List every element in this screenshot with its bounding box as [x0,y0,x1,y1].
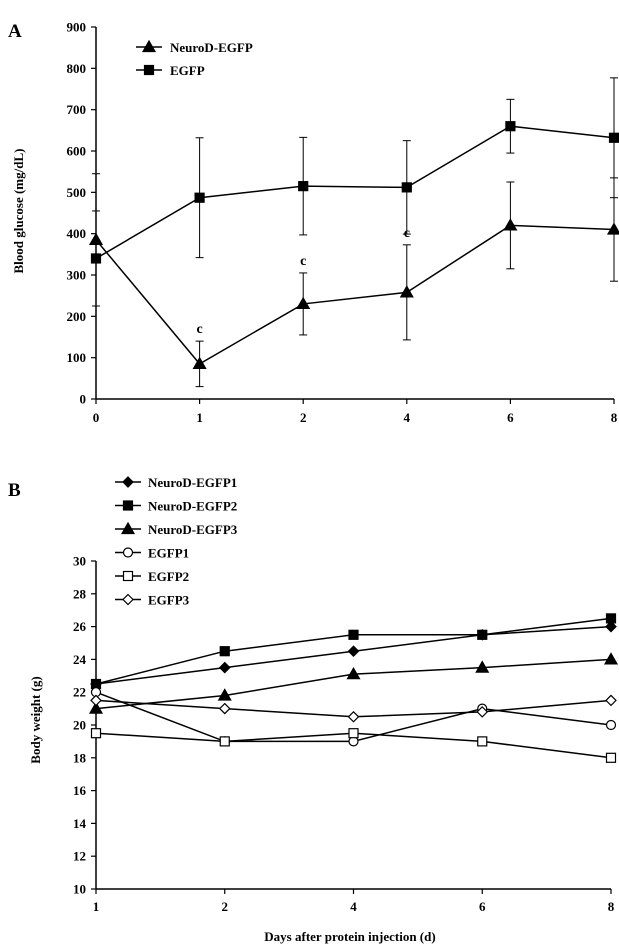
legend-marker [124,501,133,510]
panel-a-letter: A [8,21,22,42]
legend-label: EGFP [170,63,205,78]
y-tick-label: 26 [73,619,87,634]
y-tick-label: 900 [67,20,87,35]
data-point [195,193,204,202]
panel-b-legend: NeuroD-EGFP1 NeuroD-EGFP2 NeuroD-EGFP3 EGFP… [115,475,238,608]
data-point [349,729,358,738]
shared-xlabel: Days after protein injection (d) [264,929,435,944]
y-tick-label: 800 [67,61,87,76]
series-egfp [92,78,619,306]
x-tick-label: 2 [300,410,307,425]
legend-marker [123,477,133,487]
panel-a-series: c c c [90,78,619,387]
data-point [506,122,515,131]
data-point [299,182,308,191]
data-point [478,737,487,746]
legend-label: NeuroD-EGFP1 [148,475,237,490]
y-tick-label: 10 [73,882,86,897]
data-point [402,183,411,192]
data-point [220,663,230,673]
legend-label: EGFP2 [148,569,189,584]
legend-label: EGFP3 [148,593,190,608]
series-line [96,126,614,258]
series-line [96,225,614,363]
data-point [220,737,229,746]
data-point [607,753,616,762]
series-neurod-egfp3 [90,653,617,713]
x-tick-label: 6 [479,899,486,914]
y-tick-label: 0 [80,392,87,407]
x-tick-label: 0 [93,410,100,425]
x-tick-label: 1 [196,410,203,425]
data-point [92,254,101,263]
data-point [401,286,413,297]
legend-marker [145,66,154,75]
significance-label: c [300,254,306,269]
y-tick-label: 24 [73,652,87,667]
data-point [92,729,101,738]
legend-label: NeuroD-EGFP2 [148,499,237,514]
series-line [96,659,611,708]
data-point [607,614,616,623]
x-tick-label: 4 [404,410,411,425]
y-tick-label: 100 [67,350,87,365]
panel-b-letter: B [8,480,21,501]
legend-marker [124,572,133,581]
y-tick-label: 700 [67,102,87,117]
data-point [220,704,230,714]
panel-b-ylabel: Body weight (g) [28,676,43,763]
x-tick-label: 1 [93,899,100,914]
y-tick-label: 30 [73,554,86,569]
y-tick-label: 12 [73,849,86,864]
panel-a-ylabel: Blood glucose (mg/dL) [11,149,26,274]
x-tick-label: 8 [611,410,618,425]
panel-a-axes: 0 100 200 300 400 500 600 700 800 900 0 1 2 4 6 8 [67,20,618,426]
data-point [349,630,358,639]
y-tick-label: 14 [73,816,87,831]
data-point [349,646,359,656]
y-tick-label: 16 [73,783,87,798]
data-point [220,647,229,656]
x-tick-label: 4 [350,899,357,914]
data-point [606,695,616,705]
significance-label: c [404,226,410,241]
y-tick-label: 20 [73,718,86,733]
series-egfp3 [91,695,616,721]
y-tick-label: 18 [73,750,87,765]
y-tick-label: 400 [67,226,87,241]
legend-label: NeuroD-EGFP [170,40,253,55]
data-point [504,219,516,230]
y-tick-label: 500 [67,185,87,200]
significance-label: c [196,322,202,337]
panel-a-legend: NeuroD-EGFP EGFP [136,40,253,78]
legend-label: EGFP1 [148,546,189,561]
panel-b-series [90,614,617,762]
data-point [478,630,487,639]
x-tick-label: 8 [608,899,615,914]
data-point [605,653,617,664]
data-point [610,133,619,142]
y-tick-label: 28 [73,586,87,601]
y-tick-label: 600 [67,144,87,159]
x-tick-label: 2 [222,899,229,914]
legend-marker [124,548,133,557]
data-point [607,721,616,730]
y-tick-label: 200 [67,309,87,324]
legend-marker [123,595,133,605]
y-tick-label: 300 [67,268,87,283]
data-point [91,695,101,705]
x-tick-label: 6 [507,410,514,425]
data-point [349,712,359,722]
y-tick-label: 22 [73,685,86,700]
legend-label: NeuroD-EGFP3 [148,522,238,537]
series-neurod-egfp [90,174,619,387]
